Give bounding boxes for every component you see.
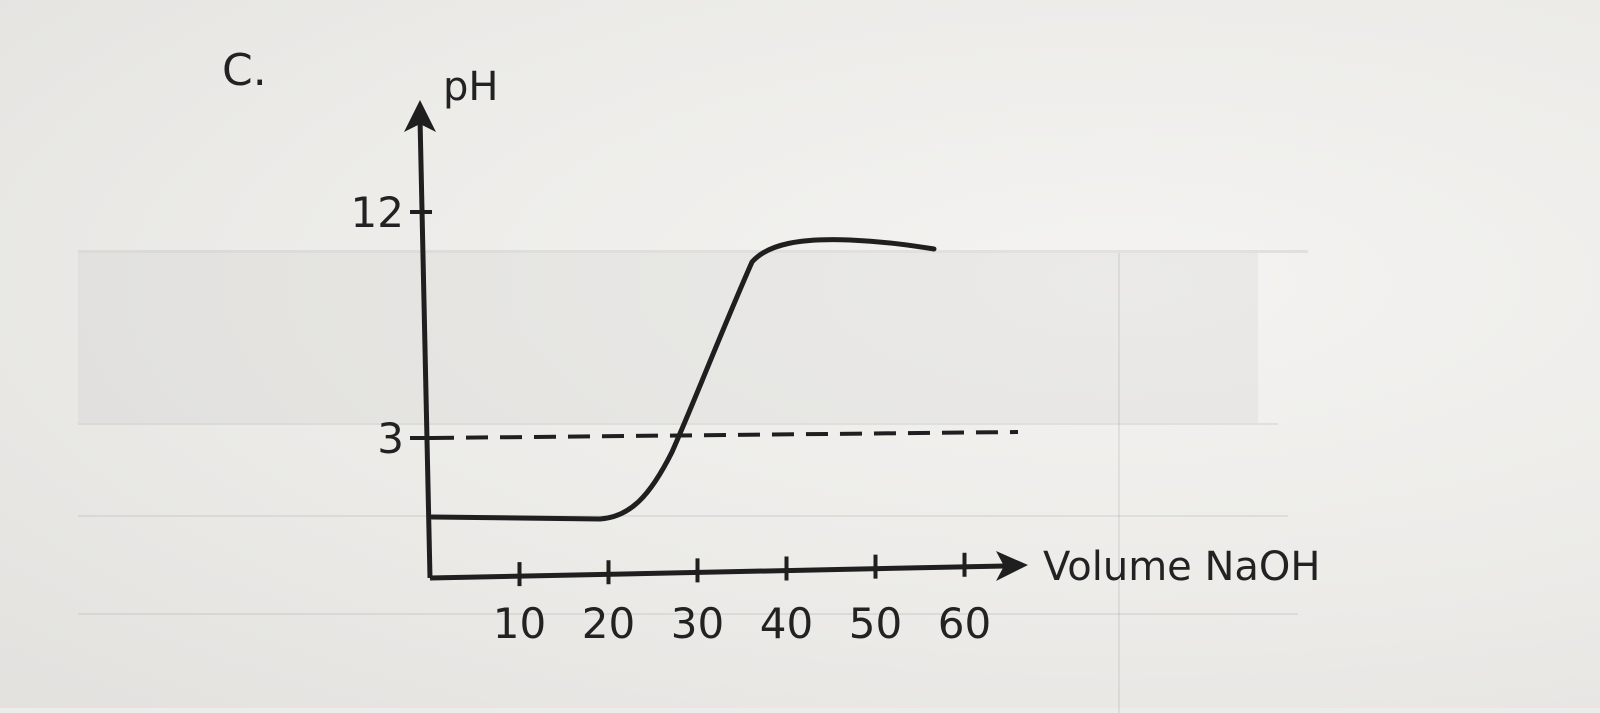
ph-curve bbox=[429, 237, 937, 522]
back-page-rule bbox=[1118, 253, 1120, 713]
chart-axes bbox=[404, 100, 1028, 581]
y-axis-line bbox=[417, 117, 433, 579]
x-tick-label: 60 bbox=[938, 599, 991, 648]
chart-labels: C. pH Volume NaOH bbox=[222, 45, 1320, 590]
x-tick-label: 30 bbox=[671, 599, 724, 648]
y-axis-title: pH bbox=[443, 64, 498, 110]
x-tick-label: 40 bbox=[760, 599, 813, 648]
back-page-table-header-shadow bbox=[78, 253, 1258, 423]
x-axis-title: Volume NaOH bbox=[1043, 544, 1320, 590]
back-page-rule bbox=[78, 515, 1288, 517]
y-tick-label: 12 bbox=[351, 188, 404, 237]
back-page-rule bbox=[78, 423, 1278, 425]
part-label: C. bbox=[222, 45, 267, 96]
x-axis-arrow bbox=[996, 551, 1028, 581]
y-axis-arrow bbox=[404, 100, 436, 132]
y-tick-label: 3 bbox=[377, 414, 404, 463]
back-page-table-shadow bbox=[78, 250, 1308, 713]
x-tick-label: 20 bbox=[582, 599, 635, 648]
x-tick-label: 10 bbox=[493, 599, 546, 648]
x-tick-label: 50 bbox=[849, 599, 902, 648]
chart-curve-group bbox=[429, 237, 937, 522]
chart-reference-line-group bbox=[431, 430, 1019, 440]
chart-ticks: 10 20 30 40 50 60 3 12 bbox=[351, 188, 992, 648]
reference-line-ph-3 bbox=[431, 430, 1019, 440]
back-page-rule bbox=[78, 613, 1298, 615]
x-axis-line bbox=[429, 563, 1006, 581]
